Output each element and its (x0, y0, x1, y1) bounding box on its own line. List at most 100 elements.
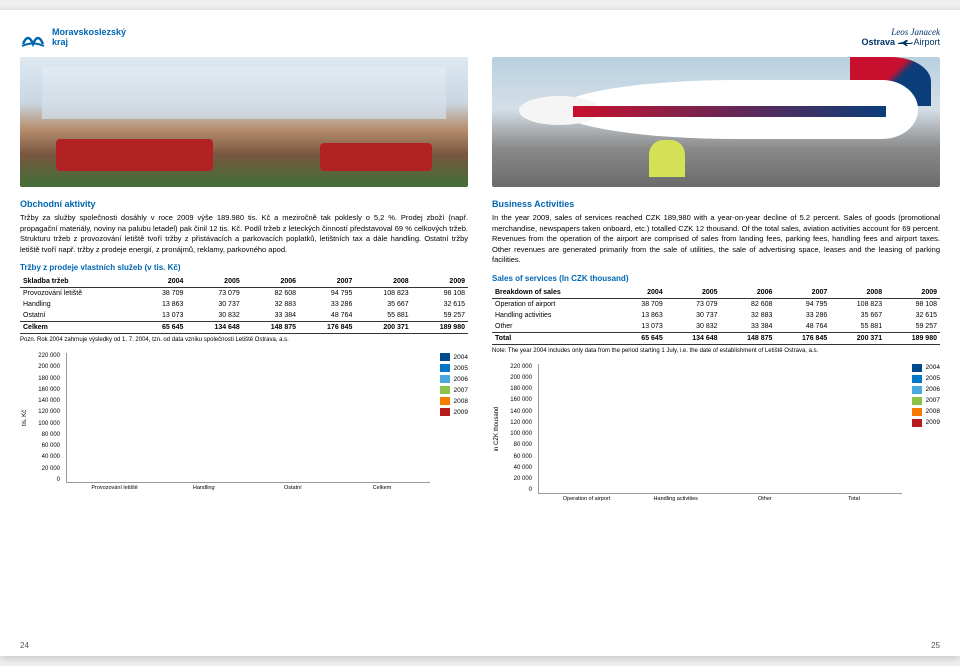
table-header: 2005 (666, 287, 721, 299)
y-tick: 220 000 (30, 353, 60, 359)
x-category-label: Ostatní (253, 482, 332, 491)
photo-lounge (20, 57, 468, 187)
photo-strip-right (492, 57, 940, 187)
legend-swatch (440, 364, 450, 372)
chart-plot-cz: Provozování letištěHandlingOstatníCelkem (66, 353, 430, 483)
sales-table-cz: Skladba tržeb200420052006200720082009Pro… (20, 276, 468, 334)
table-header: 2007 (299, 276, 355, 288)
legend-swatch (912, 419, 922, 427)
airport-logo-word: Airport (913, 37, 940, 47)
y-tick: 20 000 (30, 466, 60, 472)
table-header: 2006 (243, 276, 299, 288)
table-row: Other13 07330 83233 38448 76455 88159 25… (492, 321, 940, 333)
legend-swatch (912, 386, 922, 394)
region-logo: Moravskoslezský kraj (20, 26, 126, 50)
x-category-label: Other (725, 493, 804, 502)
table-header: Breakdown of sales (492, 287, 618, 299)
table-note-en: Note: The year 2004 includes only data f… (492, 348, 940, 354)
plane-icon (897, 39, 913, 47)
table-row: Handling13 86330 73732 88333 28635 66732… (20, 299, 468, 310)
table-row: Provozování letiště38 70973 07982 60894 … (20, 288, 468, 300)
section-title-en: Business Activities (492, 199, 940, 209)
table-title-cz: Tržby z prodeje vlastních služeb (v tis.… (20, 263, 468, 272)
y-tick: 0 (30, 477, 60, 483)
section-title-cz: Obchodní aktivity (20, 199, 468, 209)
table-header: 2007 (775, 287, 830, 299)
y-tick: 160 000 (30, 387, 60, 393)
legend-label: 2007 (454, 387, 468, 394)
legend-label: 2008 (454, 398, 468, 405)
x-category-label: Provozování letiště (75, 482, 154, 491)
y-tick: 160 000 (502, 397, 532, 403)
x-category-label: Total (814, 493, 893, 502)
region-logo-icon (20, 26, 46, 50)
table-row: Operation of airport38 70973 07982 60894… (492, 298, 940, 310)
table-header: 2008 (830, 287, 885, 299)
legend-swatch (440, 353, 450, 361)
x-category-label: Operation of airport (547, 493, 626, 502)
legend-item: 2004 (440, 353, 468, 361)
legend-label: 2007 (926, 397, 940, 404)
legend-label: 2006 (454, 376, 468, 383)
table-header: 2009 (412, 276, 468, 288)
legend-swatch (440, 397, 450, 405)
table-note-cz: Pozn. Rok 2004 zahrnuje výsledky od 1. 7… (20, 337, 468, 343)
photo-strip-left (20, 57, 468, 187)
header-right: Leos Janacek Ostrava Airport (492, 24, 940, 52)
x-category-label: Handling activities (636, 493, 715, 502)
sales-table-en: Breakdown of sales2004200520062007200820… (492, 287, 940, 345)
legend-item: 2005 (912, 375, 940, 383)
legend-item: 2004 (912, 364, 940, 372)
chart-plot-en: Operation of airportHandling activitiesO… (538, 364, 902, 494)
legend-swatch (440, 386, 450, 394)
y-tick: 200 000 (502, 375, 532, 381)
legend-swatch (440, 408, 450, 416)
legend-item: 2005 (440, 364, 468, 372)
region-logo-text: Moravskoslezský kraj (52, 28, 126, 48)
table-header: Skladba tržeb (20, 276, 137, 288)
chart-legend-cz: 2004 2005 2006 2007 2008 2009 (440, 353, 468, 416)
photo-aircraft (492, 57, 940, 187)
legend-item: 2009 (440, 408, 468, 416)
y-tick: 140 000 (30, 398, 60, 404)
table-header: 2004 (618, 287, 666, 299)
body-text-en: In the year 2009, sales of services reac… (492, 213, 940, 266)
page-right: Leos Janacek Ostrava Airport Business Ac… (480, 10, 960, 656)
page-spread: Moravskoslezský kraj Obchodní aktivity T… (0, 10, 960, 656)
legend-label: 2008 (926, 408, 940, 415)
y-tick: 180 000 (502, 386, 532, 392)
y-tick: 40 000 (502, 465, 532, 471)
legend-label: 2005 (926, 375, 940, 382)
table-total-row: Celkem65 645134 648148 875176 845200 371… (20, 322, 468, 334)
y-axis-label-en: in CZK thousand (432, 424, 562, 434)
legend-item: 2006 (440, 375, 468, 383)
legend-swatch (440, 375, 450, 383)
y-tick: 0 (502, 487, 532, 493)
y-tick: 200 000 (30, 364, 60, 370)
y-tick: 80 000 (502, 442, 532, 448)
page-left: Moravskoslezský kraj Obchodní aktivity T… (0, 10, 480, 656)
airport-logo-city: Ostrava (861, 37, 895, 47)
y-tick: 60 000 (502, 454, 532, 460)
legend-swatch (912, 408, 922, 416)
x-category-label: Handling (164, 482, 243, 491)
y-tick: 60 000 (30, 443, 60, 449)
table-header: 2005 (186, 276, 242, 288)
legend-item: 2008 (440, 397, 468, 405)
chart-legend-en: 2004 2005 2006 2007 2008 2009 (912, 364, 940, 427)
region-name-2: kraj (52, 38, 126, 48)
header-left: Moravskoslezský kraj (20, 24, 468, 52)
legend-item: 2007 (440, 386, 468, 394)
bar-chart-cz: tis. Kč 220 000200 000180 000160 000140 … (20, 353, 468, 483)
legend-label: 2006 (926, 386, 940, 393)
legend-item: 2008 (912, 408, 940, 416)
legend-label: 2009 (926, 419, 940, 426)
y-axis-label-cz: tis. Kč (0, 413, 90, 423)
table-header: 2006 (721, 287, 776, 299)
legend-item: 2007 (912, 397, 940, 405)
airport-logo: Leos Janacek Ostrava Airport (861, 28, 940, 48)
y-tick: 140 000 (502, 409, 532, 415)
y-tick: 220 000 (502, 364, 532, 370)
y-tick: 20 000 (502, 476, 532, 482)
table-header: 2004 (137, 276, 186, 288)
